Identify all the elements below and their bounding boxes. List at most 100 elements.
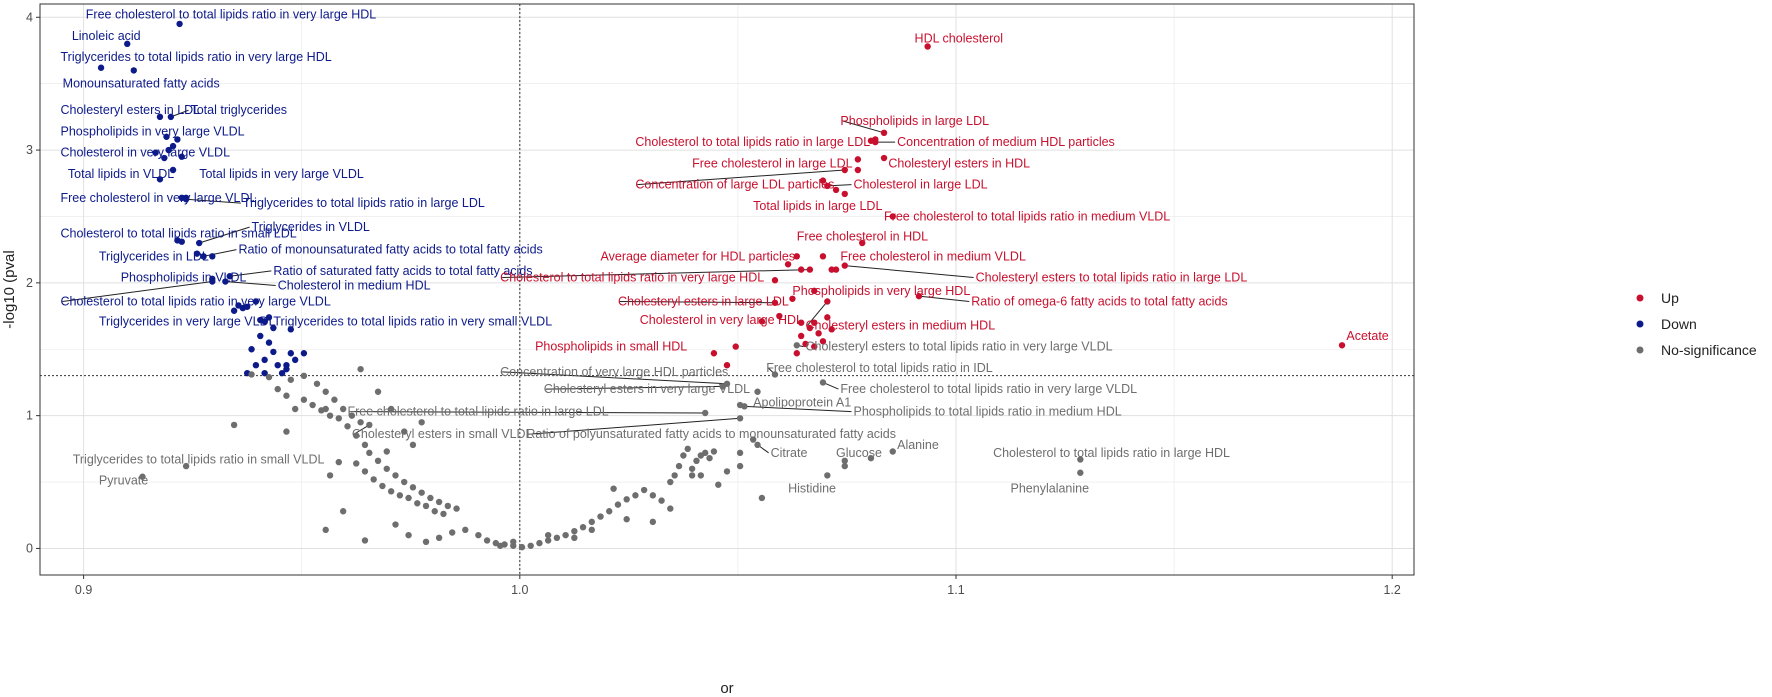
data-point [449,529,456,536]
data-point [326,472,334,479]
data-point [483,537,491,544]
data-point [815,330,822,337]
point-label: Free cholesterol to total lipids ratio i… [348,405,609,419]
x-tick-label: 0.9 [75,583,92,597]
data-point [610,485,617,492]
point-label: Ratio of omega-6 fatty acids to total fa… [971,294,1227,308]
data-point [300,396,308,403]
data-point-labeled [811,287,818,295]
data-point [710,448,718,455]
point-labels: Free cholesterol to total lipids ratio i… [61,8,1389,496]
data-point [811,343,818,350]
point-label: Linoleic acid [72,29,141,43]
data-point [252,298,260,305]
data-point [793,350,800,357]
data-point [841,462,848,470]
data-point [688,472,696,479]
point-label: Pyruvate [99,474,148,488]
data-point [370,476,377,483]
data-point [353,432,360,439]
data-point [671,472,678,479]
data-point-labeled [758,318,766,325]
leader-line [502,371,728,385]
data-point [392,521,399,528]
data-point [758,494,766,502]
point-label: Cholesteryl esters in small VLDL [352,427,533,441]
data-point [462,526,469,534]
point-label: Total lipids in large LDL [753,199,882,213]
point-label: Cholesterol to total lipids ratio in sma… [61,227,297,241]
data-point [353,460,360,467]
data-point-labeled [176,20,183,28]
data-point [544,531,552,539]
point-label: Total triglycerides [190,103,287,117]
data-point [688,465,696,472]
data-point-labeled [880,129,888,137]
data-point [544,537,552,544]
point-label: Average diameter for HDL particles [601,249,796,263]
data-point [270,348,277,356]
data-point [265,373,273,381]
data-point [431,508,438,515]
data-point [387,488,395,495]
point-label: Free cholesterol in large LDL [692,156,853,170]
data-point [309,401,316,409]
legend-label: Down [1661,316,1697,332]
data-point [387,405,395,413]
panel-border [39,3,1415,576]
data-point-labeled [824,472,831,479]
data-point-labeled [771,371,779,378]
point-label: Glucose [836,446,882,460]
data-point [392,472,399,479]
data-point [357,365,364,373]
data-point [361,441,369,449]
data-point-labeled [200,253,207,260]
data-point [723,468,731,475]
data-point-labeled [806,266,814,273]
data-point [366,449,373,457]
data-point-labeled [366,421,373,429]
point-label: Concentration of large LDL particles [635,178,834,192]
data-point [374,457,382,464]
data-point-labeled [1338,342,1346,349]
data-point [867,454,875,462]
point-label: Total lipids in very large VLDL [199,167,364,181]
data-point [248,371,255,378]
point-label: Cholesteryl esters in medium HDL [806,318,996,332]
data-point [588,518,595,526]
data-point [274,385,281,393]
data-point [701,449,709,457]
data-point [178,153,185,160]
point-label: Free cholesterol to total lipids ratio i… [884,209,1170,223]
data-point [754,388,761,395]
data-point [832,186,840,194]
point-label: Triglycerides in LDL [99,249,209,263]
point-label: Free cholesterol in HDL [797,229,928,243]
data-point [322,526,329,534]
leader-line [349,411,706,414]
data-point-labeled [163,133,170,140]
data-point [361,537,369,544]
data-point [715,481,722,488]
data-point [348,412,356,419]
data-point-labeled [261,318,268,325]
leader-line [918,295,970,302]
data-point [697,472,705,479]
data-point-labeled [701,409,709,417]
points-layer [97,20,1346,551]
data-point [732,343,739,350]
data-point-labeled [872,138,879,146]
y-tick-label: 3 [26,143,33,157]
point-label: Free cholesterol to total lipids ratio i… [840,382,1137,396]
point-label: Cholesteryl esters in large LDL [618,294,789,308]
data-point [248,346,255,353]
point-label: Cholesterol to total lipids ratio in ver… [500,271,764,285]
data-point-labeled [793,253,800,260]
data-point [379,482,386,490]
point-label: Phenylalanine [1011,482,1090,496]
data-point-labeled [841,457,848,464]
leader-line [827,184,852,187]
data-point [819,338,827,345]
data-point [252,361,260,369]
data-point-labeled [182,462,190,470]
